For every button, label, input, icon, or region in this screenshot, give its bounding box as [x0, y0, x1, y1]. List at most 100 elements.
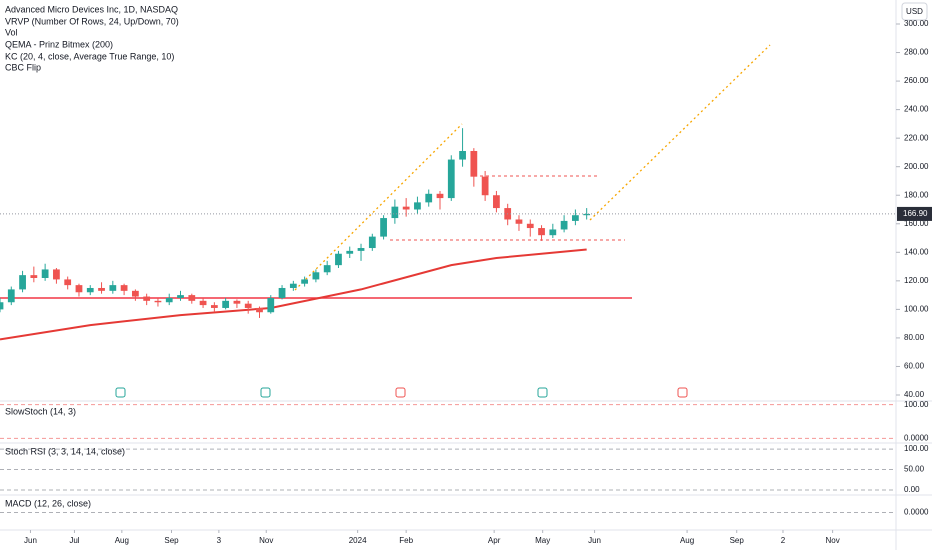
x-tick-label: 2	[781, 536, 786, 545]
trend-line	[461, 149, 591, 261]
candle-body	[199, 300, 207, 306]
panel-tick-label: 100.00	[904, 400, 929, 409]
candle-body	[278, 287, 286, 298]
candle-body	[560, 220, 568, 230]
candle-body	[549, 229, 557, 236]
candle-body	[98, 287, 105, 291]
panel-tick-label: 50.00	[904, 465, 925, 474]
indicator-label: CBC Flip	[5, 62, 41, 72]
indicator-label: Vol	[5, 27, 18, 37]
y-tick-label: 260.00	[904, 76, 929, 85]
candle-body	[30, 275, 38, 278]
candle-body	[267, 297, 275, 313]
x-tick-label: Sep	[730, 536, 745, 545]
currency-button[interactable]	[901, 2, 928, 21]
candle-body	[109, 285, 117, 291]
candle-body	[165, 297, 173, 303]
candle-body	[493, 195, 500, 209]
chart-title: Advanced Micro Devices Inc, 1D, NASDAQ	[5, 4, 178, 14]
ema-line	[0, 248, 587, 341]
x-tick-label: 2024	[349, 536, 367, 545]
panel-tick-label: 0.0000	[904, 433, 929, 442]
x-tick-label: Nov	[259, 536, 273, 545]
panel-label: MACD (12, 26, close)	[5, 498, 91, 508]
candle-body	[64, 279, 72, 286]
candle-body	[0, 302, 4, 310]
y-tick-label: 100.00	[904, 304, 929, 313]
candle-body	[346, 250, 354, 254]
candle-body	[459, 150, 466, 160]
candle-body	[256, 307, 263, 313]
candle-body	[515, 219, 523, 224]
y-tick-label: 120.00	[904, 276, 929, 285]
candle-body	[481, 176, 489, 196]
currency-label[interactable]: USD	[906, 7, 923, 16]
panel-tick-label: 0.00	[904, 485, 920, 494]
candle-body	[312, 272, 320, 280]
candle-body	[289, 283, 297, 288]
trend-line	[589, 44, 771, 221]
trend-line	[294, 123, 463, 291]
x-tick-label: Feb	[399, 536, 413, 545]
candle-body	[177, 295, 184, 298]
candle-body	[391, 206, 399, 219]
candle-body	[53, 269, 60, 280]
y-tick-label: 240.00	[904, 105, 929, 114]
y-tick-label: 180.00	[904, 190, 929, 199]
last-price-label: 166.90	[903, 209, 928, 218]
x-tick-label: Jun	[588, 536, 601, 545]
panel-label: Stoch RSI (3, 3, 14, 14, close)	[5, 446, 125, 456]
candle-body	[447, 159, 455, 199]
candle-body	[132, 290, 139, 297]
panel-tick-label: 0.0000	[904, 508, 929, 517]
indicator-label: KC (20, 4, close, Average True Range, 10…	[5, 51, 174, 61]
y-tick-label: 300.00	[904, 19, 929, 28]
candle-body	[75, 285, 83, 293]
candle-body	[526, 223, 534, 229]
x-tick-label: Aug	[680, 536, 694, 545]
x-tick-label: Jun	[24, 536, 37, 545]
indicator-label: QEMA - Prinz Bitmex (200)	[5, 39, 113, 49]
candle-body	[244, 303, 252, 308]
candle-body	[86, 287, 94, 293]
candle-body	[222, 300, 230, 308]
candle-body	[7, 289, 15, 303]
candle-body	[143, 296, 151, 301]
candle-body	[335, 253, 342, 266]
y-tick-label: 280.00	[904, 48, 929, 57]
y-tick-label: 60.00	[904, 362, 925, 371]
candle-body	[210, 305, 218, 308]
candle-body	[154, 300, 162, 303]
x-tick-label: May	[535, 536, 550, 545]
candle-body	[368, 236, 376, 249]
y-tick-label: 220.00	[904, 133, 929, 142]
candle-body	[572, 215, 579, 221]
x-tick-label: Apr	[488, 536, 501, 545]
x-tick-label: Sep	[164, 536, 179, 545]
y-tick-label: 140.00	[904, 247, 929, 256]
y-tick-label: 40.00	[904, 390, 925, 399]
x-tick-label: Nov	[825, 536, 839, 545]
y-tick-label: 200.00	[904, 162, 929, 171]
candle-body	[233, 300, 241, 304]
candle-body	[414, 202, 421, 210]
candle-body	[583, 213, 591, 216]
candle-body	[380, 218, 387, 237]
candle-body	[120, 285, 128, 291]
x-tick-label: Jul	[69, 536, 79, 545]
panel-tick-label: 100.00	[904, 444, 929, 453]
last-price-box	[897, 206, 932, 221]
candle-body	[41, 269, 49, 278]
y-tick-label: 80.00	[904, 333, 925, 342]
x-tick-label: Aug	[115, 536, 129, 545]
candle-body	[538, 228, 545, 236]
candle-body	[323, 265, 331, 273]
candle-body	[301, 279, 308, 284]
candle-body	[357, 248, 365, 251]
candle-body	[425, 193, 433, 203]
candle-body	[402, 206, 410, 210]
earnings-markers	[115, 387, 688, 398]
candle-body	[19, 275, 26, 290]
